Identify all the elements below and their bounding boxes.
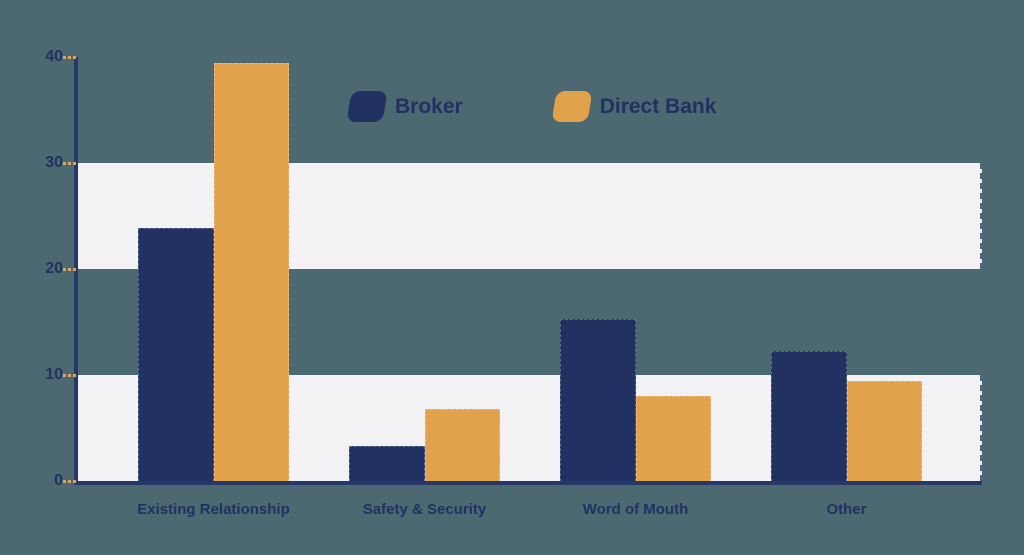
y-axis-tick-label-20: 20 <box>45 260 63 277</box>
legend: Broker Direct Bank <box>346 91 717 122</box>
legend-swatch-icon <box>346 91 388 122</box>
legend-label: Broker <box>395 94 463 118</box>
x-axis-label-other: Other <box>826 501 867 518</box>
x-axis-label-safety-security: Safety & Security <box>362 501 487 518</box>
bar-broker-word-of-mouth <box>560 318 636 481</box>
legend-label: Direct Bank <box>599 94 717 118</box>
legend-item-direct-bank: Direct Bank <box>551 91 717 122</box>
plot-area <box>78 57 982 481</box>
y-axis-tick-mark <box>63 268 77 271</box>
y-axis-line <box>74 57 78 485</box>
y-axis-tick-label-30: 30 <box>45 154 63 171</box>
y-axis-tick-mark <box>63 374 77 377</box>
x-axis-label-existing-relationship: Existing Relationship <box>137 501 290 518</box>
bar-direct-bank-existing-relationship <box>213 63 289 481</box>
y-axis-tick-mark <box>63 480 77 483</box>
bar-direct-bank-other <box>846 381 922 481</box>
bar-direct-bank-word-of-mouth <box>635 396 711 481</box>
y-axis-tick-mark <box>63 162 77 165</box>
bar-direct-bank-safety-security <box>424 408 500 481</box>
bar-broker-other <box>771 350 847 481</box>
bar-broker-existing-relationship <box>138 227 214 481</box>
bar-broker-safety-security <box>349 446 425 481</box>
y-axis-tick-label-40: 40 <box>45 48 63 65</box>
y-axis-tick-label-10: 10 <box>45 366 63 383</box>
y-axis-tick-label-0: 0 <box>54 472 63 489</box>
legend-swatch-icon <box>551 91 593 122</box>
y-axis-tick-mark <box>63 56 77 59</box>
legend-item-broker: Broker <box>346 91 463 122</box>
x-axis-label-word-of-mouth: Word of Mouth <box>582 501 689 518</box>
x-axis-line <box>74 481 982 485</box>
